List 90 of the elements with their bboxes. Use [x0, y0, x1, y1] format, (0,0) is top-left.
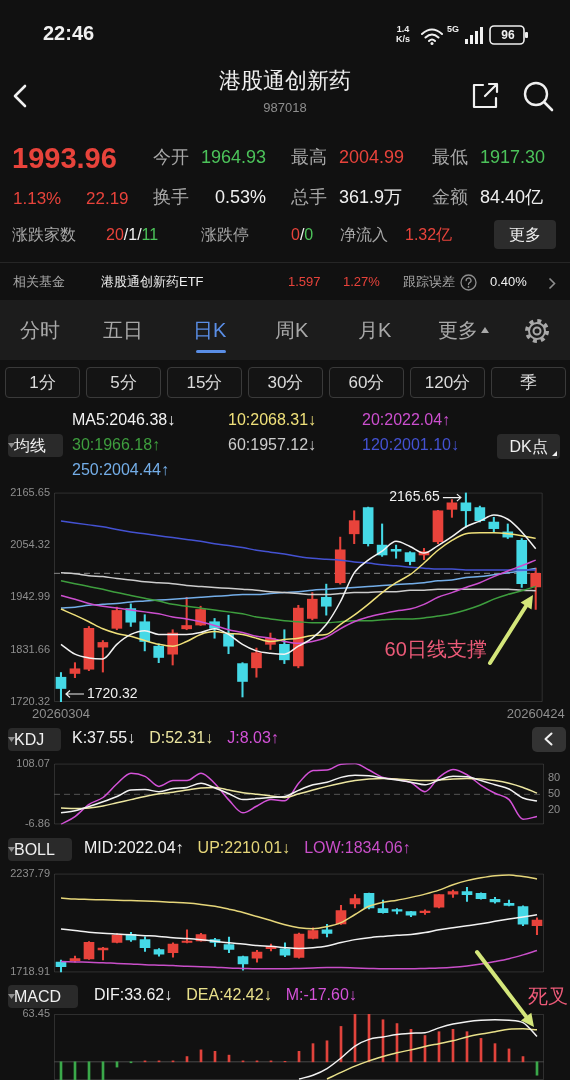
text: 今开 — [153, 147, 189, 167]
text: 1.4 K/s — [395, 24, 411, 45]
text: 2004.99 — [339, 147, 405, 167]
text: MID:2022.04↑ — [84, 839, 184, 856]
text: LOW:1834.06↑ — [304, 839, 411, 856]
y2-tick-label: 50 — [548, 787, 561, 800]
text: 1.597 — [288, 274, 321, 289]
text: 0.40% — [490, 274, 527, 289]
text: 63.45 — [22, 1007, 50, 1020]
text: 20/1/11 — [106, 226, 159, 243]
series-label: M:-17.60↓ — [285, 986, 357, 1003]
line-series — [60, 520, 537, 571]
text: 金额 — [432, 187, 468, 207]
chart-title: BOLL — [14, 840, 55, 858]
candlestick — [83, 941, 95, 960]
text: 1.13% — [13, 189, 62, 208]
text: 涨跌家数 — [12, 226, 76, 243]
text: 22.19 — [86, 189, 129, 208]
x-tick-label: 20260304 — [32, 706, 90, 722]
text: 更多 — [509, 225, 541, 243]
text: 1.32亿 — [405, 226, 453, 243]
chart-title: KDJ — [14, 730, 45, 748]
text: 1.27% — [343, 274, 380, 289]
y-tick-label: 2165.65 — [10, 485, 50, 498]
text: 总手 — [291, 187, 327, 207]
text: 最高 — [291, 147, 327, 167]
y-tick-label: 1720.32 — [10, 695, 50, 708]
annotation: 2165.65 — [389, 488, 441, 505]
text: 0.53% — [215, 187, 267, 207]
text: 22:46 — [43, 22, 95, 44]
text: 5分 — [110, 373, 137, 392]
text: J:8.03↑ — [227, 729, 279, 746]
text: DEA:42.42↓ — [186, 986, 272, 1003]
text: 季 — [520, 373, 537, 392]
text: 1964.93 — [201, 147, 267, 167]
text: 五日 — [103, 319, 143, 341]
text: 港股通创新药ETF — [101, 274, 204, 289]
text: 30:1966.18↑ — [72, 436, 161, 453]
text: K:37.55↓ — [72, 729, 136, 746]
line-series — [60, 763, 538, 825]
text: 分时 — [20, 319, 60, 341]
y-tick-label: 1942.99 — [10, 590, 50, 603]
text: 净流入 — [340, 226, 388, 243]
y-tick-label: 2054.32 — [10, 537, 50, 550]
text: 1993.96 — [12, 142, 117, 174]
annotation: 60日线支撑 — [384, 637, 487, 660]
text: 15分 — [186, 373, 223, 392]
y-tick-label: 1718.91 — [10, 965, 50, 978]
text: D:52.31↓ — [149, 729, 214, 746]
text: 月K — [358, 319, 392, 341]
chart-title: 均线 — [14, 436, 46, 454]
text: 相关基金 — [13, 274, 65, 289]
text: 0/0 — [291, 226, 314, 243]
text: 1分 — [29, 373, 56, 392]
x-tick-label: 20260424 — [506, 706, 565, 722]
chart-title: MACD — [14, 987, 62, 1005]
text: 20:2022.04↑ — [362, 411, 451, 428]
text: 5G — [447, 24, 460, 34]
text: 96 — [501, 28, 515, 42]
text: 港股通创新药 — [219, 68, 351, 93]
y2-tick-label: 80 — [548, 771, 561, 784]
text: 60分 — [348, 373, 385, 392]
text: 10:2068.31↓ — [228, 411, 317, 428]
y-tick-label: 1831.66 — [10, 642, 50, 655]
text: 日K — [193, 319, 227, 341]
text: 361.9万 — [339, 187, 403, 207]
text: 250:2004.44↑ — [72, 461, 169, 478]
text: 涨跌停 — [201, 226, 249, 243]
y2-tick-label: 20 — [548, 803, 561, 816]
text: DK点 — [509, 437, 548, 455]
text: MA5:2046.38↓ — [72, 411, 176, 428]
text: 跟踪误差 — [403, 274, 455, 289]
text: 120:2001.10↓ — [362, 436, 459, 453]
text: UP:2210.01↓ — [197, 839, 291, 856]
text: 987018 — [263, 100, 307, 115]
annotation: 1720.32 — [86, 684, 138, 701]
y-tick-label: -6.86 — [24, 817, 50, 830]
text: 120分 — [424, 373, 471, 392]
text: 最低 — [432, 147, 468, 167]
y-tick-label: 108.07 — [16, 756, 50, 769]
text: 1917.30 — [480, 147, 546, 167]
text: 周K — [275, 319, 309, 341]
text: 84.40亿 — [480, 187, 544, 207]
text: 换手 — [153, 187, 189, 207]
y-tick-label: 2237.79 — [10, 866, 50, 879]
annotation: 死叉 — [528, 985, 568, 1007]
text: 30分 — [267, 373, 304, 392]
text: 更多 — [438, 319, 478, 341]
text: DIF:33.62↓ — [94, 986, 173, 1003]
text: 60:1957.12↓ — [228, 436, 317, 453]
